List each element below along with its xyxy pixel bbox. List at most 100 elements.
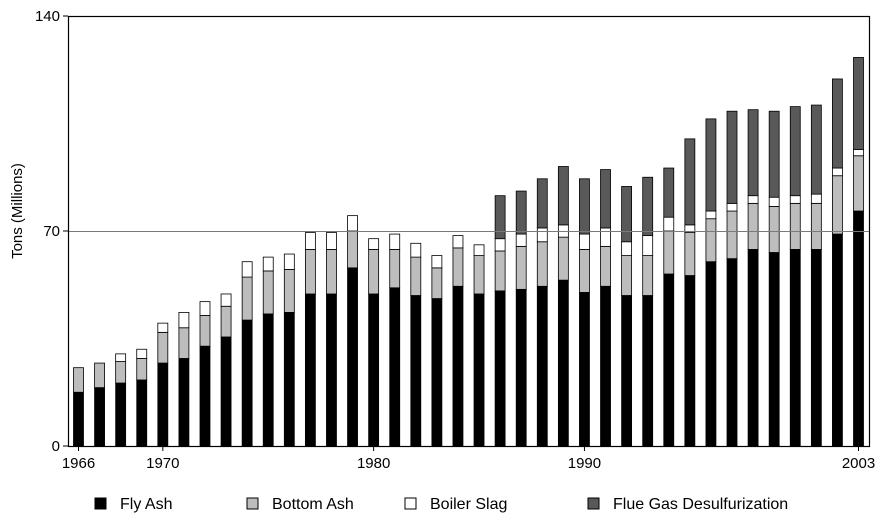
legend-item-boiler-slag: Boiler Slag: [404, 496, 507, 513]
bar-boiler-slag-1984: [452, 235, 464, 249]
y-axis-title: Tons (Millions): [9, 163, 26, 259]
bar-boiler-slag-1997: [726, 202, 738, 212]
bar-fly-ash-1978: [326, 293, 337, 447]
bar-bottom-ash-1975: [262, 270, 274, 315]
bar-boiler-slag-1981: [389, 233, 401, 250]
bar-bottom-ash-1982: [410, 256, 422, 296]
bar-bottom-ash-1969: [136, 358, 148, 381]
bar-flue-gas-desulfurization-1998: [747, 109, 759, 197]
bar-boiler-slag-2001: [810, 193, 822, 204]
bar-flue-gas-desulfurization-1986: [494, 195, 506, 240]
bar-bottom-ash-1984: [452, 247, 464, 287]
bar-fly-ash-1987: [515, 288, 527, 447]
bar-flue-gas-desulfurization-1988: [536, 178, 548, 229]
bar-fly-ash-2003: [853, 210, 864, 447]
bar-flue-gas-desulfurization-1993: [642, 176, 654, 237]
bar-boiler-slag-1998: [747, 195, 759, 204]
bar-boiler-slag-1978: [326, 232, 337, 250]
x-tick-label-1966: 1966: [62, 455, 95, 472]
bar-bottom-ash-1980: [368, 249, 380, 295]
bar-bottom-ash-1988: [536, 241, 548, 287]
bar-boiler-slag-1992: [621, 241, 633, 256]
bar-fly-ash-1991: [600, 285, 611, 447]
bar-bottom-ash-1992: [621, 255, 633, 296]
bar-flue-gas-desulfurization-1995: [684, 138, 696, 226]
bar-flue-gas-desulfurization-2002: [832, 78, 843, 169]
bar-flue-gas-desulfurization-1999: [768, 110, 780, 198]
bar-bottom-ash-1968: [115, 361, 127, 384]
bar-flue-gas-desulfurization-1994: [663, 167, 675, 218]
plot-frame: [67, 15, 871, 448]
bar-fly-ash-1970: [157, 362, 169, 447]
axes-layer: 0 70 140 Tons (Millions) 1966 1970 1980 1990 200…: [9, 8, 875, 472]
legend-label-fly-ash: Fly Ash: [120, 496, 172, 513]
bar-fly-ash-1986: [494, 290, 506, 447]
bar-flue-gas-desulfurization-1990: [579, 178, 590, 235]
bar-flue-gas-desulfurization-1996: [705, 118, 717, 212]
bar-boiler-slag-1971: [178, 311, 190, 329]
legend-item-bottom-ash: Bottom Ash: [246, 496, 354, 513]
x-tick-label-2003: 2003: [842, 455, 875, 472]
bar-bottom-ash-1967: [94, 362, 105, 389]
bar-boiler-slag-1993: [642, 235, 654, 256]
bar-bottom-ash-2003: [853, 155, 864, 212]
bar-boiler-slag-1980: [368, 238, 380, 250]
bar-bottom-ash-1979: [347, 230, 358, 269]
legend-item-fly-ash: Fly Ash: [94, 496, 172, 513]
legend-swatch-fly-ash: [94, 497, 107, 510]
bar-fly-ash-1981: [389, 287, 401, 447]
bar-bottom-ash-1973: [220, 305, 232, 338]
x-tick-label-1990: 1990: [568, 455, 601, 472]
bar-boiler-slag-1991: [600, 227, 611, 247]
bar-boiler-slag-1970: [157, 322, 169, 333]
bar-boiler-slag-1972: [199, 301, 211, 316]
bar-bottom-ash-1999: [768, 206, 780, 253]
bar-bottom-ash-1994: [663, 230, 675, 275]
bar-boiler-slag-1977: [304, 232, 316, 250]
y-tick-label-140: 140: [35, 8, 60, 25]
bar-fly-ash-2002: [832, 233, 843, 447]
bar-fly-ash-1982: [410, 295, 422, 447]
bar-fly-ash-1989: [557, 279, 569, 447]
bar-bottom-ash-2001: [810, 202, 822, 250]
bar-boiler-slag-1976: [283, 253, 295, 270]
bar-boiler-slag-1994: [663, 216, 675, 232]
bar-bottom-ash-1971: [178, 327, 190, 359]
bar-flue-gas-desulfurization-1992: [621, 186, 633, 243]
bar-boiler-slag-1985: [473, 244, 485, 256]
bar-fly-ash-1966: [73, 391, 84, 447]
bar-boiler-slag-1983: [431, 255, 443, 269]
bar-fly-ash-1971: [178, 358, 190, 447]
bar-bottom-ash-1989: [557, 236, 569, 281]
bar-fly-ash-1997: [726, 258, 738, 447]
legend-label-boiler-slag: Boiler Slag: [430, 496, 507, 513]
legend-swatch-boiler-slag: [404, 497, 417, 510]
bar-bottom-ash-1991: [600, 245, 611, 287]
bar-fly-ash-1979: [347, 267, 358, 447]
y-tick-label-0: 0: [52, 438, 60, 455]
bar-boiler-slag-1987: [515, 233, 527, 247]
bar-boiler-slag-2003: [853, 149, 864, 157]
bar-flue-gas-desulfurization-1989: [557, 166, 569, 226]
bar-fly-ash-1973: [220, 336, 232, 447]
bar-bottom-ash-1972: [199, 315, 211, 347]
bar-bottom-ash-1987: [515, 245, 527, 290]
y-tick-label-70: 70: [43, 223, 60, 240]
legend-swatch-bottom-ash: [246, 497, 259, 510]
bar-boiler-slag-1975: [262, 256, 274, 272]
bar-boiler-slag-1968: [115, 353, 127, 362]
bar-flue-gas-desulfurization-2001: [810, 104, 822, 195]
bar-bottom-ash-1970: [157, 331, 169, 364]
bar-bottom-ash-1978: [326, 249, 337, 295]
bar-bottom-ash-1997: [726, 210, 738, 260]
bar-fly-ash-1980: [368, 293, 380, 447]
bar-fly-ash-1992: [621, 295, 633, 447]
legend-item-flue-gas-desulfurization: Flue Gas Desulfurization: [587, 496, 788, 513]
bars-layer: [73, 57, 864, 447]
bar-bottom-ash-1966: [73, 367, 84, 393]
bar-fly-ash-2001: [810, 249, 822, 447]
bar-fly-ash-1998: [747, 249, 759, 447]
bar-fly-ash-1977: [304, 293, 316, 447]
bar-fly-ash-1974: [241, 319, 253, 447]
